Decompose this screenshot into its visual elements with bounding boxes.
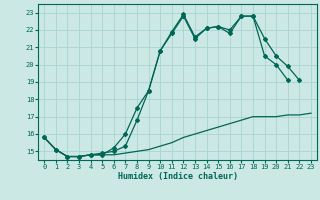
X-axis label: Humidex (Indice chaleur): Humidex (Indice chaleur) [118, 172, 238, 181]
